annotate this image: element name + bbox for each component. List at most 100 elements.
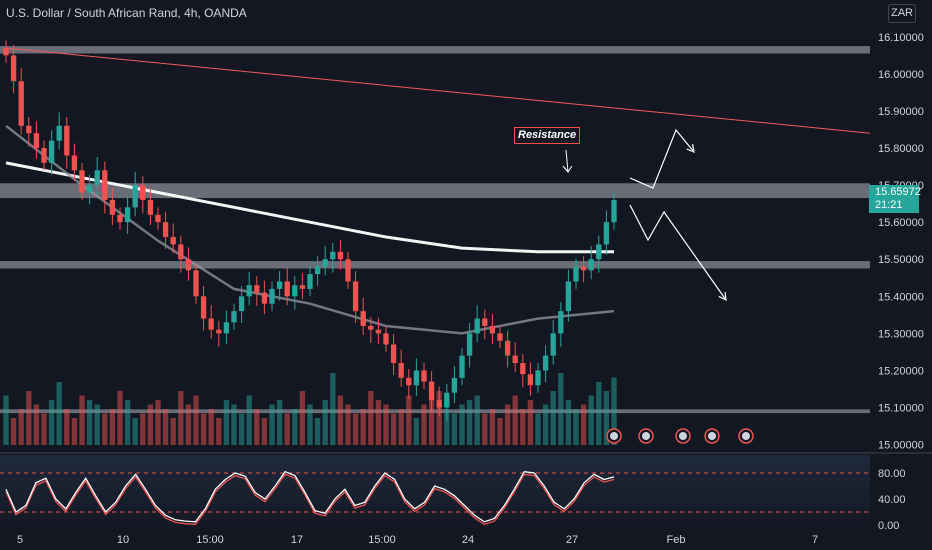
volume-bar (588, 395, 594, 445)
trendline (5, 47, 871, 134)
last-price-badge: 15.65972 21:21 (869, 185, 921, 213)
candle-body (398, 363, 404, 378)
volume-bar (558, 373, 564, 445)
candle-body (48, 140, 55, 163)
volume-bar (383, 404, 389, 445)
volume-bar (102, 413, 108, 445)
volume-bar (71, 418, 78, 445)
volume-bar (330, 373, 336, 445)
candle-body (565, 281, 572, 312)
volume-bar (10, 418, 17, 445)
candle-body (254, 285, 260, 293)
volume-bar (276, 400, 283, 445)
volume-bar (527, 400, 534, 445)
candle-body (611, 200, 617, 223)
candle-body (512, 355, 518, 364)
candle-body (162, 222, 169, 237)
volume-bar (178, 391, 184, 445)
candle-body (520, 363, 526, 375)
candle-body (535, 370, 541, 386)
volume-bar (565, 400, 572, 445)
volume-bar (117, 391, 123, 445)
price-axis-tick: 15.50000 (878, 254, 924, 266)
volume-bar (542, 404, 549, 445)
candle-body (550, 333, 556, 356)
economic-event-dot (708, 432, 716, 440)
candle-body (299, 285, 306, 289)
candle-body (26, 125, 32, 134)
candle-body (170, 237, 176, 245)
volume-bar (140, 413, 146, 445)
candle-body (238, 296, 245, 312)
resistance-pointer (565, 149, 569, 173)
volume-bar (269, 404, 275, 445)
candle-body (383, 333, 389, 345)
candle-body (231, 311, 237, 323)
volume-bar (41, 413, 47, 445)
volume-bar (200, 413, 207, 445)
price-zone (0, 183, 870, 199)
candle-body (18, 81, 24, 126)
candle-body (322, 259, 328, 267)
volume-bar (155, 400, 161, 445)
candle-body (117, 214, 123, 223)
candle-body (124, 207, 131, 223)
time-axis-tick: Feb (667, 534, 686, 546)
osc-signal-line (5, 473, 615, 526)
price-axis-tick: 15.40000 (878, 291, 924, 303)
candle-body (261, 292, 268, 304)
candle-body (246, 285, 252, 297)
last-price-value: 15.65972 (875, 186, 921, 198)
price-axis-tick: 15.20000 (878, 365, 924, 377)
volume-bar (489, 409, 496, 445)
candle-body (573, 266, 579, 282)
price-zone (0, 409, 870, 414)
price-axis-tick: 15.30000 (878, 328, 924, 340)
osc-axis-tick: 80.00 (878, 468, 906, 480)
volume-bar (596, 382, 602, 445)
volume-bar (603, 391, 610, 445)
fast-moving-average (5, 124, 615, 335)
volume-bar (406, 395, 412, 445)
candle-body (596, 244, 602, 260)
volume-bar (162, 409, 169, 445)
volume-bar (466, 400, 473, 445)
candle-body (94, 170, 100, 186)
time-axis-tick: 7 (812, 534, 818, 546)
time-axis-tick: 17 (291, 534, 303, 546)
volume-bar (504, 404, 511, 445)
volume-bar (124, 400, 131, 445)
volume-bar (254, 409, 260, 445)
volume-bar (580, 404, 587, 445)
price-axis-tick: 15.10000 (878, 403, 924, 415)
volume-bar (109, 409, 116, 445)
volume-bar (284, 413, 290, 445)
candle-body (330, 251, 336, 260)
resistance-label: Resistance (514, 127, 581, 144)
candle-body (3, 47, 9, 56)
volume-bar (421, 404, 427, 445)
projection-path (629, 204, 727, 301)
currency-button[interactable]: ZAR (888, 4, 916, 23)
volume-bar (231, 404, 237, 445)
volume-bar (246, 395, 252, 445)
volume-bar (86, 400, 93, 445)
candle-body (276, 281, 283, 289)
volume-bar (520, 409, 526, 445)
candle-body (314, 266, 321, 275)
candle-body (178, 244, 184, 260)
volume-bar (360, 409, 366, 445)
candle-body (603, 222, 610, 245)
price-zone (0, 46, 870, 54)
volume-bar (261, 418, 268, 445)
projection-path (629, 128, 695, 189)
candle-body (223, 322, 230, 334)
volume-bar (474, 395, 480, 445)
time-axis-tick: 24 (462, 534, 474, 546)
volume-bar (512, 395, 518, 445)
candle-body (56, 125, 62, 141)
chart-title: U.S. Dollar / South African Rand, 4h, OA… (6, 6, 247, 20)
candle-body (132, 185, 138, 208)
time-axis-tick: 15:00 (368, 534, 396, 546)
candle-body (33, 133, 40, 149)
